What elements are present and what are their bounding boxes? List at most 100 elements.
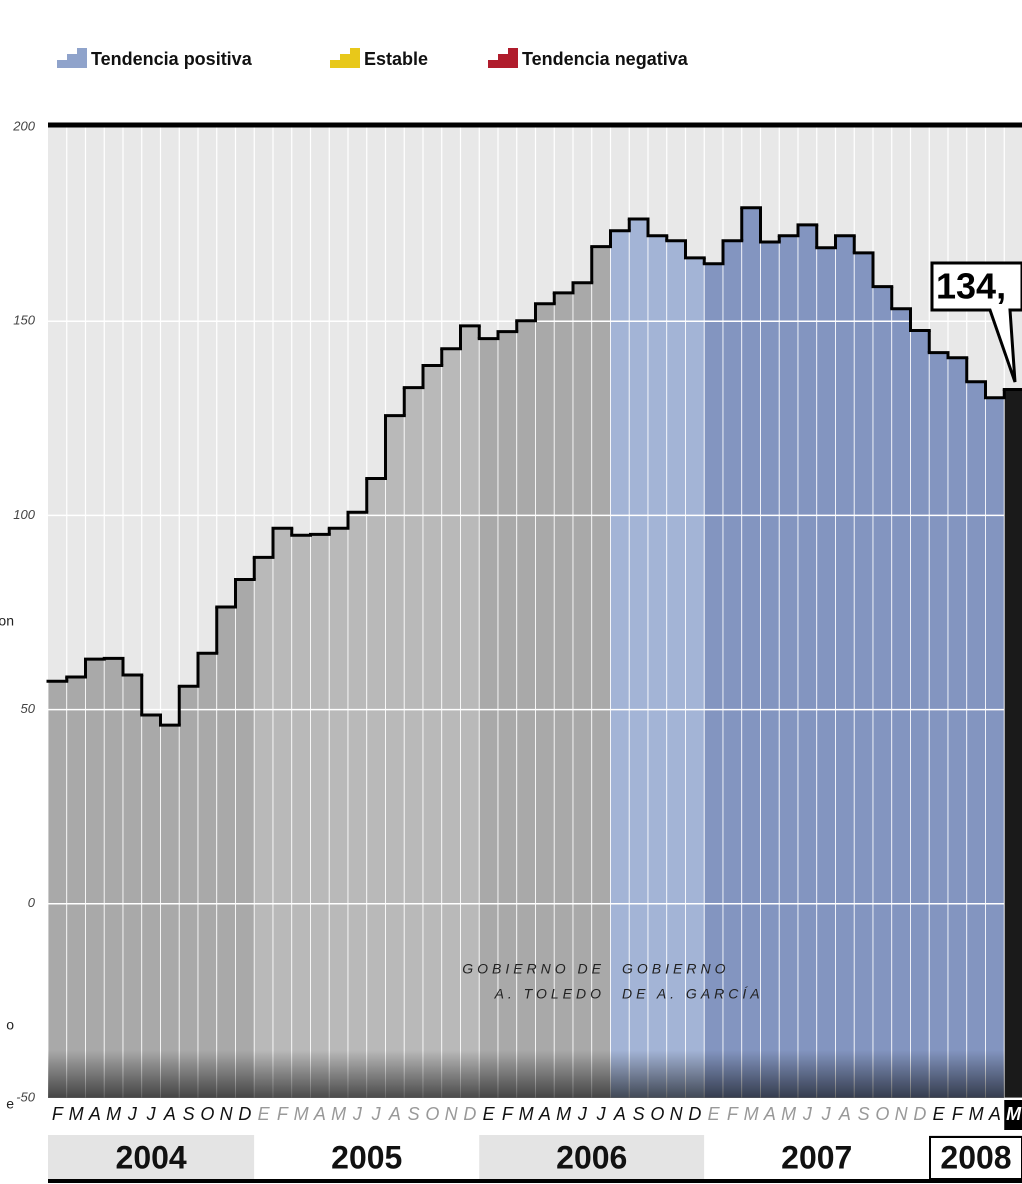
x-tick-label: M (744, 1104, 759, 1124)
legend-label: Tendencia negativa (522, 49, 689, 69)
bar (891, 308, 911, 1099)
bar (422, 365, 443, 1099)
x-tick-label: J (577, 1104, 588, 1124)
x-tick-label: A (613, 1104, 626, 1124)
bar (797, 224, 818, 1099)
x-tick-label: F (502, 1104, 514, 1124)
bar (310, 534, 330, 1099)
legend-label: Estable (364, 49, 428, 69)
x-tick-label: O (650, 1104, 664, 1124)
year-label: 2004 (116, 1139, 187, 1175)
side-text: e (6, 1096, 14, 1112)
x-tick-label: M (556, 1104, 571, 1124)
year-label: 2008 (940, 1139, 1011, 1175)
x-tick-label: M (1006, 1104, 1022, 1124)
x-tick-label: A (838, 1104, 851, 1124)
x-tick-label: A (313, 1104, 326, 1124)
y-tick-label: 100 (13, 507, 35, 522)
x-tick-label: O (875, 1104, 889, 1124)
x-tick-label: M (331, 1104, 346, 1124)
year-band (479, 1135, 705, 1180)
bar (816, 247, 836, 1099)
bar (778, 235, 799, 1099)
annotation: DE A. GARCÍA (622, 986, 764, 1002)
x-tick-label: A (988, 1104, 1001, 1124)
y-tick-label: 0 (28, 895, 36, 910)
legend-icon (57, 48, 87, 68)
x-tick-label: J (596, 1104, 607, 1124)
x-tick-label: S (183, 1104, 195, 1124)
bar (216, 606, 236, 1099)
legend-icon (330, 48, 360, 68)
bar (122, 674, 143, 1099)
x-tick-label: N (670, 1104, 684, 1124)
x-tick-label: D (688, 1104, 701, 1124)
bar (872, 286, 893, 1099)
x-tick-label: E (708, 1104, 721, 1124)
bar (553, 292, 574, 1099)
callout-label: 134, (936, 266, 1006, 307)
x-tick-label: D (238, 1104, 251, 1124)
x-tick-label: M (519, 1104, 534, 1124)
bar (85, 658, 105, 1099)
year-band (704, 1135, 930, 1180)
x-tick-label: S (633, 1104, 645, 1124)
bar (760, 241, 780, 1099)
x-tick-label: E (933, 1104, 946, 1124)
x-tick-label: F (727, 1104, 739, 1124)
y-tick-label: 50 (21, 701, 36, 716)
bar (366, 478, 386, 1099)
x-tick-label: A (538, 1104, 551, 1124)
bar (966, 381, 986, 1099)
bar (535, 303, 555, 1099)
bar (928, 352, 949, 1099)
x-tick-label: J (821, 1104, 832, 1124)
callout-box (930, 261, 1022, 383)
bar (1003, 389, 1022, 1099)
x-tick-label: M (294, 1104, 309, 1124)
legend-label: Tendencia positiva (91, 49, 253, 69)
x-tick-label: F (52, 1104, 64, 1124)
bar (103, 657, 124, 1099)
x-tick-label: M (106, 1104, 121, 1124)
x-tick-label: A (388, 1104, 401, 1124)
x-tick-label: J (127, 1104, 138, 1124)
bar (47, 680, 68, 1099)
x-tick-label: O (425, 1104, 439, 1124)
bar (253, 556, 274, 1099)
x-tick-label: F (277, 1104, 289, 1124)
bar (385, 415, 405, 1099)
month-highlight (1004, 1100, 1022, 1130)
bar (160, 724, 180, 1099)
x-tick-label: J (146, 1104, 157, 1124)
bar (441, 348, 461, 1099)
x-tick-label: D (463, 1104, 476, 1124)
x-tick-label: M (781, 1104, 796, 1124)
bar (347, 511, 368, 1099)
x-tick-label: E (483, 1104, 496, 1124)
bar (478, 338, 499, 1099)
bar (853, 252, 874, 1099)
bar (947, 357, 968, 1099)
annotation: A. TOLEDO (494, 986, 605, 1002)
x-tick-label: A (88, 1104, 101, 1124)
x-tick-label: D (913, 1104, 926, 1124)
x-tick-label: S (408, 1104, 420, 1124)
x-tick-label: N (220, 1104, 234, 1124)
bar (985, 397, 1005, 1099)
bar (141, 714, 161, 1099)
bar (835, 235, 855, 1099)
year-label: 2007 (781, 1139, 852, 1175)
legend-icon (488, 48, 518, 68)
year-box (929, 1136, 1022, 1180)
bar (197, 652, 218, 1099)
x-tick-label: M (969, 1104, 984, 1124)
annotation: GOBIERNO (622, 961, 729, 977)
bar (460, 325, 480, 1099)
bar (272, 527, 293, 1099)
x-tick-label: A (763, 1104, 776, 1124)
x-tick-label: N (895, 1104, 909, 1124)
x-tick-label: E (258, 1104, 271, 1124)
bar (178, 685, 199, 1099)
